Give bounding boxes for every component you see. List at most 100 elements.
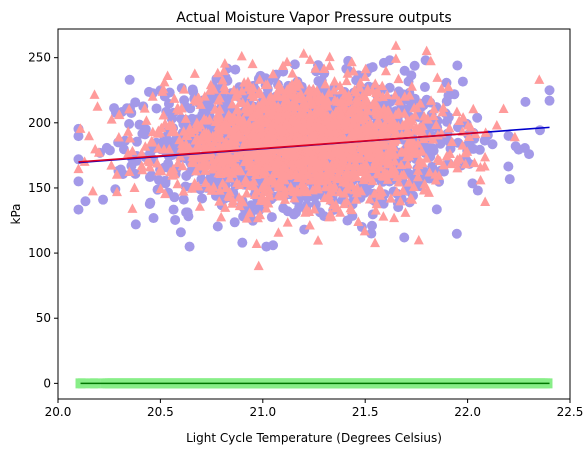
series-1-point	[73, 176, 84, 187]
series-2-point	[348, 140, 359, 150]
series-2-point	[214, 185, 225, 195]
series-1-point	[80, 196, 91, 207]
series-2-point	[387, 123, 398, 133]
series-2-point	[239, 77, 250, 87]
series-2-point	[251, 117, 262, 128]
series-1-point	[457, 76, 468, 87]
series-2-point	[404, 90, 415, 100]
series-2-point	[338, 152, 349, 162]
series-1-point	[188, 86, 199, 97]
series-2-point	[362, 105, 373, 115]
series-1-point	[441, 96, 452, 107]
series-2-point	[310, 63, 321, 73]
series-2-point	[355, 77, 366, 87]
series-2-point	[438, 159, 449, 170]
series-2-point	[219, 84, 230, 95]
series-2-point	[355, 114, 366, 125]
series-2-point	[408, 181, 419, 192]
series-2-point	[178, 126, 189, 136]
series-2-point	[177, 160, 188, 171]
series-2-point	[281, 108, 292, 119]
series-2-point	[140, 141, 151, 151]
series-1-point	[168, 204, 179, 215]
series-2-point	[287, 68, 298, 78]
series-2-point	[168, 163, 179, 174]
series-2-point	[194, 201, 205, 211]
series-2-point	[73, 163, 84, 174]
series-2-point	[234, 179, 245, 190]
series-1-point	[124, 119, 135, 130]
series-2-point	[412, 138, 423, 148]
series-2-point	[234, 192, 245, 202]
series-2-point	[205, 79, 216, 90]
series-2-point	[218, 65, 229, 76]
series-2-point	[369, 96, 380, 107]
series-1-point	[184, 241, 195, 252]
series-2-point	[253, 105, 264, 116]
series-2-point	[401, 144, 412, 154]
series-2-point	[241, 187, 252, 198]
series-2-point	[199, 154, 210, 165]
series-1-point	[503, 161, 514, 172]
series-1-point	[169, 192, 180, 203]
series-2-point	[254, 74, 265, 84]
series-2-point	[287, 144, 298, 154]
series-2-point	[334, 80, 345, 90]
series-2-point	[238, 114, 249, 124]
series-2-point	[204, 85, 215, 95]
series-2-point	[169, 93, 180, 103]
series-2-point	[311, 156, 322, 167]
series-1-point	[130, 219, 141, 230]
series-2-point	[293, 117, 304, 127]
series-2-point	[428, 110, 439, 121]
series-2-point	[249, 147, 260, 157]
series-2-point	[393, 73, 404, 84]
series-2-point	[425, 55, 436, 66]
series-2-point	[362, 125, 373, 136]
series-2-point	[418, 184, 429, 195]
series-2-point	[268, 68, 279, 79]
series-2-point	[289, 106, 300, 116]
series-2-point	[321, 141, 332, 151]
series-2-point	[223, 190, 234, 200]
series-2-point	[224, 152, 235, 163]
series-2-point	[341, 115, 352, 125]
series-1-point	[510, 141, 521, 152]
series-2-point	[224, 172, 235, 183]
series-2-point	[335, 96, 346, 106]
series-1-point	[162, 134, 173, 145]
series-2-point	[318, 122, 329, 132]
series-2-point	[361, 159, 372, 170]
series-2-point	[209, 136, 220, 146]
series-2-point	[383, 158, 394, 168]
series-2-point	[480, 151, 491, 162]
series-2-point	[272, 154, 283, 165]
series-2-point	[189, 124, 200, 135]
series-2-point	[389, 212, 400, 223]
series-2-point	[114, 109, 125, 119]
y-tick-label: 200	[28, 116, 51, 130]
series-2-point	[368, 136, 379, 147]
series-1-point	[73, 204, 84, 215]
series-2-point	[362, 120, 373, 130]
series-2-point	[335, 207, 346, 217]
trend-line-2	[78, 131, 489, 163]
series-1-point	[237, 237, 248, 248]
series-2-point	[309, 204, 320, 214]
series-1-point	[179, 95, 190, 106]
series-2-point	[313, 235, 324, 245]
series-2-point	[260, 176, 271, 186]
series-2-point	[307, 98, 318, 109]
series-2-point	[174, 134, 185, 145]
series-2-point	[364, 194, 375, 204]
series-1-point	[409, 60, 420, 71]
series-2-point	[84, 130, 95, 141]
series-2-point	[256, 182, 267, 193]
series-2-point	[156, 165, 167, 176]
series-2-point	[235, 165, 246, 176]
series-2-point	[361, 110, 372, 121]
series-2-point	[322, 95, 333, 106]
series-2-point	[245, 166, 256, 176]
series-2-point	[210, 104, 221, 114]
series-2-point	[160, 188, 171, 199]
